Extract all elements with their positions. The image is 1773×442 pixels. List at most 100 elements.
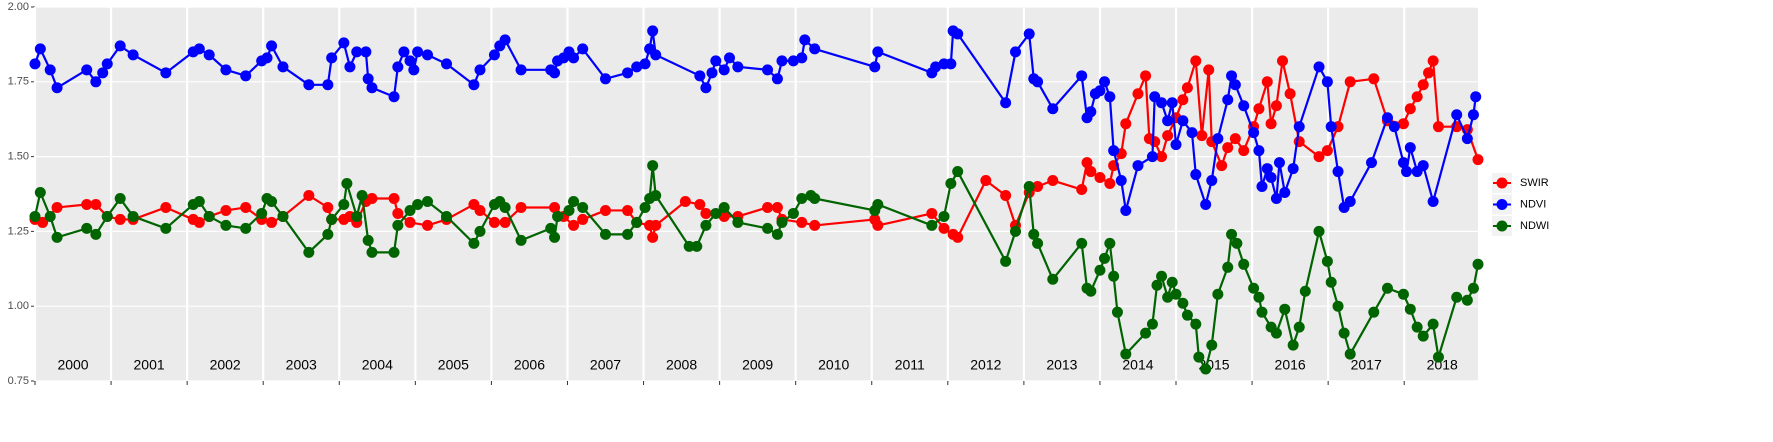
data-point (1196, 130, 1208, 142)
data-point (1261, 163, 1273, 175)
data-point (127, 49, 139, 61)
y-tick-label: 1.25 (8, 225, 29, 237)
data-point (647, 231, 659, 243)
data-point (1132, 160, 1144, 172)
data-point (762, 201, 774, 213)
data-point (388, 192, 400, 204)
data-point (240, 70, 252, 82)
data-point (1451, 291, 1463, 303)
data-point (1222, 94, 1234, 106)
data-point (1432, 121, 1444, 133)
data-point (1222, 261, 1234, 273)
data-point (776, 55, 788, 67)
data-point (388, 91, 400, 103)
data-point (97, 67, 109, 79)
data-point (392, 219, 404, 231)
data-point (552, 210, 564, 222)
data-point (29, 58, 41, 70)
data-point (422, 219, 434, 231)
data-point (1156, 270, 1168, 282)
data-point (51, 231, 63, 243)
data-point (683, 240, 695, 252)
data-point (1344, 348, 1356, 360)
data-point (114, 40, 126, 52)
data-point (1368, 73, 1380, 85)
data-point (639, 201, 651, 213)
data-point (1427, 55, 1439, 67)
data-point (1313, 151, 1325, 163)
data-point (1404, 303, 1416, 315)
data-point (787, 55, 799, 67)
data-point (1023, 181, 1035, 193)
data-point (1120, 118, 1132, 130)
data-point (1270, 327, 1282, 339)
data-point (1081, 157, 1093, 169)
data-point (549, 67, 561, 79)
year-label: 2009 (742, 357, 773, 373)
year-label: 2010 (818, 357, 849, 373)
year-label: 2014 (1122, 357, 1153, 373)
data-point (694, 198, 706, 210)
year-label: 2008 (666, 357, 697, 373)
data-point (771, 73, 783, 85)
data-point (1265, 118, 1277, 130)
data-point (1397, 157, 1409, 169)
data-point (322, 79, 334, 91)
data-point (600, 73, 612, 85)
data-point (366, 192, 378, 204)
data-point (1115, 175, 1127, 187)
data-point (338, 198, 350, 210)
data-point (160, 67, 172, 79)
data-point (771, 228, 783, 240)
data-point (799, 34, 811, 46)
data-point (1047, 175, 1059, 187)
data-point (1094, 85, 1106, 97)
year-label: 2011 (895, 357, 925, 373)
data-point (338, 37, 350, 49)
data-point (622, 228, 634, 240)
data-point (1461, 294, 1473, 306)
data-point (499, 34, 511, 46)
data-point (1287, 339, 1299, 351)
data-point (515, 64, 527, 76)
data-point (1229, 79, 1241, 91)
data-point (203, 210, 215, 222)
data-point (1321, 76, 1333, 88)
data-point (1177, 115, 1189, 127)
data-point (468, 79, 480, 91)
y-tick-label: 2.00 (8, 1, 29, 13)
data-point (1226, 70, 1238, 82)
data-point (600, 204, 612, 216)
data-point (114, 192, 126, 204)
year-label: 2000 (57, 357, 88, 373)
data-point (1076, 237, 1088, 249)
year-label: 2016 (1275, 357, 1306, 373)
data-point (360, 46, 372, 58)
data-point (1279, 303, 1291, 315)
data-point (1293, 321, 1305, 333)
data-point (366, 246, 378, 258)
data-point (776, 216, 788, 228)
data-point (1368, 306, 1380, 318)
data-point (639, 58, 651, 70)
data-point (718, 210, 730, 222)
data-point (474, 64, 486, 76)
data-point (101, 58, 113, 70)
data-point (1156, 151, 1168, 163)
data-point (796, 216, 808, 228)
data-point (1190, 169, 1202, 181)
data-point (1231, 237, 1243, 249)
data-point (952, 231, 964, 243)
data-point (723, 52, 735, 64)
data-point (1404, 103, 1416, 115)
year-label: 2007 (590, 357, 621, 373)
data-point (1186, 127, 1198, 139)
data-point (809, 219, 821, 231)
data-point (568, 195, 580, 207)
data-point (1149, 136, 1161, 148)
data-point (718, 201, 730, 213)
year-label: 2012 (970, 357, 1001, 373)
data-point (344, 61, 356, 73)
data-point (326, 213, 338, 225)
data-point (1321, 145, 1333, 157)
